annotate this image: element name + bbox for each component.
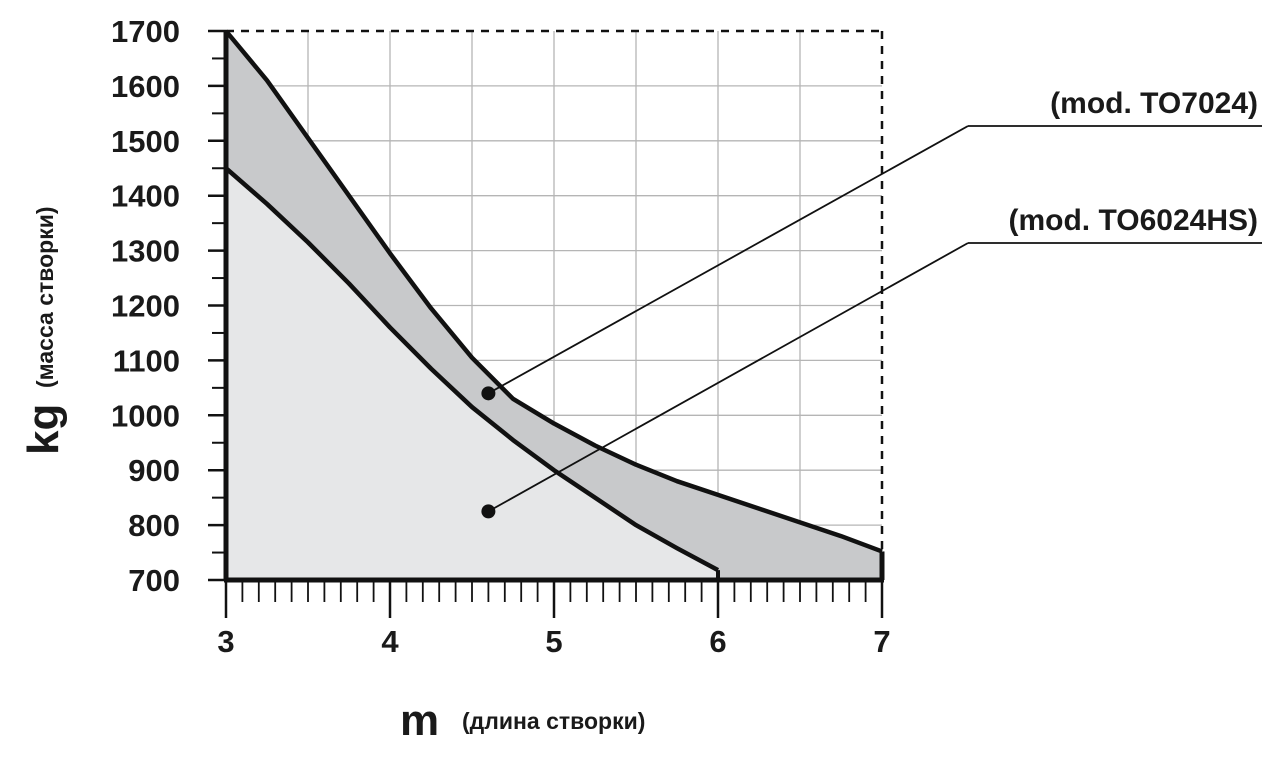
x-tick-label: 5 [545,624,562,659]
curve-to7024 [224,29,883,554]
y-unit-note: (масса створки) [32,206,58,388]
y-tick-label: 1400 [111,179,180,214]
legend-to7024-label: (mod. TO7024) [1050,87,1258,120]
y-tick-label: 1700 [111,14,180,49]
x-tick-label: 3 [217,624,234,659]
y-tick-label: 900 [128,453,180,488]
y-unit: kg [19,404,68,455]
legend: (mod. TO7024) (mod. TO6024HS) [481,87,1262,519]
ticks [208,29,884,618]
legend-to6024hs-marker [481,504,496,519]
x-unit: m [400,696,439,745]
y-tick-label: 800 [128,508,180,543]
legend-to7024-marker [481,386,496,401]
legend-to6024hs-label: (mod. TO6024HS) [1008,204,1258,237]
tick-labels: 700 800 900 1000 1100 1200 1300 1400 1500 1600 170… [111,14,891,659]
x-tick-label: 4 [381,624,399,659]
areas [226,31,882,580]
y-tick-label: 1200 [111,289,180,324]
legend-to6024hs-leader [487,242,969,513]
x-tick-label: 6 [709,624,726,659]
y-tick-label: 1000 [111,398,180,433]
legend-to7024-leader [487,125,969,395]
y-tick-label: 1600 [111,69,180,104]
curve-to6024hs [224,166,720,573]
x-unit-note: (длина створки) [462,708,645,734]
y-tick-label: 1500 [111,124,180,159]
y-tick-label: 1300 [111,234,180,269]
y-tick-label: 1100 [113,343,180,378]
y-tick-label: 700 [128,563,180,598]
area-to6024hs [226,168,718,580]
x-tick-label: 7 [873,624,890,659]
